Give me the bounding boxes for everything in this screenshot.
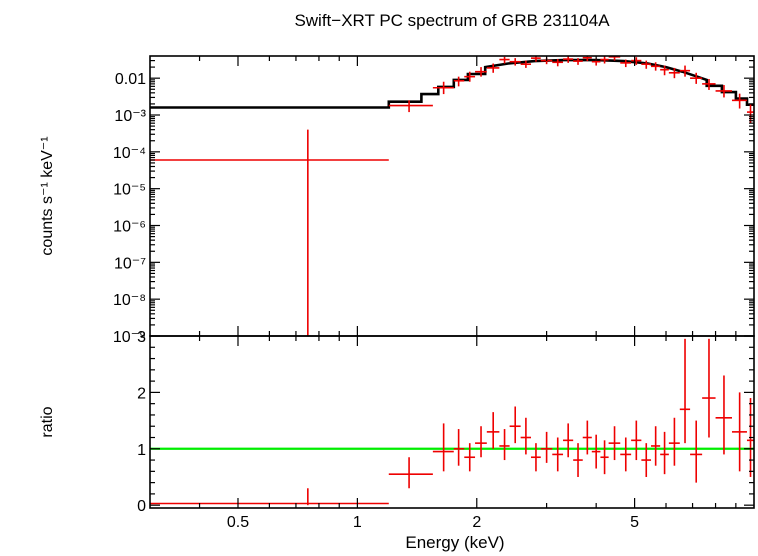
y-tick-label: 10⁻⁸: [113, 292, 146, 309]
data-point: [731, 93, 747, 109]
data-point: [453, 76, 465, 87]
spectrum-panel-frame: [149, 55, 755, 337]
data-point: [631, 420, 642, 461]
x-axis-tick-labels: 0.5 1 2 5: [227, 514, 639, 531]
y-tick-label: 10⁻⁴: [113, 145, 146, 162]
data-point: [690, 72, 703, 84]
chart-title: Swift−XRT PC spectrum of GRB 231104A: [294, 11, 610, 30]
data-point: [702, 78, 716, 90]
data-point: [600, 440, 609, 475]
ratio-panel-frame: [149, 335, 755, 509]
data-point: [464, 443, 476, 472]
y-tick-label: 0.01: [115, 71, 146, 88]
y-tick-label: 0: [137, 498, 146, 515]
y-tick-label: 3: [137, 329, 146, 346]
data-point: [486, 412, 500, 449]
data-point: [552, 59, 564, 67]
data-point: [432, 423, 454, 472]
data-point: [631, 57, 642, 65]
data-point: [531, 443, 541, 472]
data-point: [591, 434, 601, 469]
data-point: [679, 338, 691, 444]
x-tick-label: 2: [472, 514, 481, 531]
data-point: [150, 129, 389, 336]
data-point: [620, 59, 632, 68]
y-tick-label: 1: [137, 442, 146, 459]
data-point: [690, 420, 703, 483]
data-point: [582, 420, 592, 455]
data-point: [660, 65, 669, 76]
data-point: [746, 103, 754, 124]
data-point: [531, 56, 541, 62]
data-point: [608, 426, 621, 461]
data-point: [475, 426, 487, 458]
data-point: [668, 417, 680, 466]
data-point: [702, 338, 716, 438]
data-point: [620, 437, 632, 472]
data-point: [573, 58, 583, 65]
data-point: [388, 100, 433, 113]
data-point: [573, 443, 583, 477]
data-point: [520, 417, 532, 455]
data-point: [486, 63, 500, 73]
data-point: [679, 65, 691, 77]
data-point: [464, 71, 476, 82]
data-point: [509, 58, 521, 66]
x-tick-label: 0.5: [227, 514, 249, 531]
data-point: [651, 426, 661, 466]
data-point: [552, 437, 564, 472]
data-point: [731, 392, 747, 472]
data-point: [540, 431, 553, 463]
y-tick-label: 2: [137, 385, 146, 402]
ratio-y-axis-label: ratio: [39, 406, 56, 437]
data-point: [453, 429, 465, 466]
data-point: [563, 423, 574, 458]
data-point: [660, 431, 669, 475]
data-point: [475, 67, 487, 77]
data-point: [432, 81, 454, 95]
x-tick-label: 1: [353, 514, 362, 531]
data-point: [499, 56, 510, 64]
data-point: [150, 488, 389, 506]
data-point: [582, 56, 592, 62]
data-point: [509, 406, 521, 444]
model-curve: [150, 58, 754, 109]
spectrum-y-axis-label: counts s⁻¹ keV⁻¹: [39, 136, 56, 255]
ratio-panel: 0 1 2 3 ratio: [39, 329, 755, 515]
data-point: [715, 375, 732, 455]
data-point: [388, 457, 433, 489]
data-point: [600, 56, 609, 64]
data-point: [651, 62, 661, 71]
y-tick-label: 10⁻⁷: [114, 255, 146, 272]
y-tick-label: 10⁻⁹: [113, 329, 146, 346]
x-tick-label: 5: [630, 514, 639, 531]
data-point: [499, 429, 510, 461]
spectrum-panel: 0.01 10⁻³ 10⁻⁴ 10⁻⁵ 10⁻⁶ 10⁻⁷ 10⁻⁸ 10⁻⁹ counts …: [39, 55, 755, 346]
y-tick-label: 10⁻⁵: [113, 182, 146, 199]
data-point: [668, 67, 680, 79]
y-tick-label: 10⁻³: [114, 108, 146, 125]
data-point: [563, 56, 574, 63]
data-point: [641, 60, 652, 69]
data-point: [715, 85, 732, 98]
data-point: [520, 60, 532, 68]
data-point: [641, 443, 652, 477]
y-tick-label: 10⁻⁶: [113, 219, 146, 236]
x-axis-label: Energy (keV): [405, 533, 504, 552]
